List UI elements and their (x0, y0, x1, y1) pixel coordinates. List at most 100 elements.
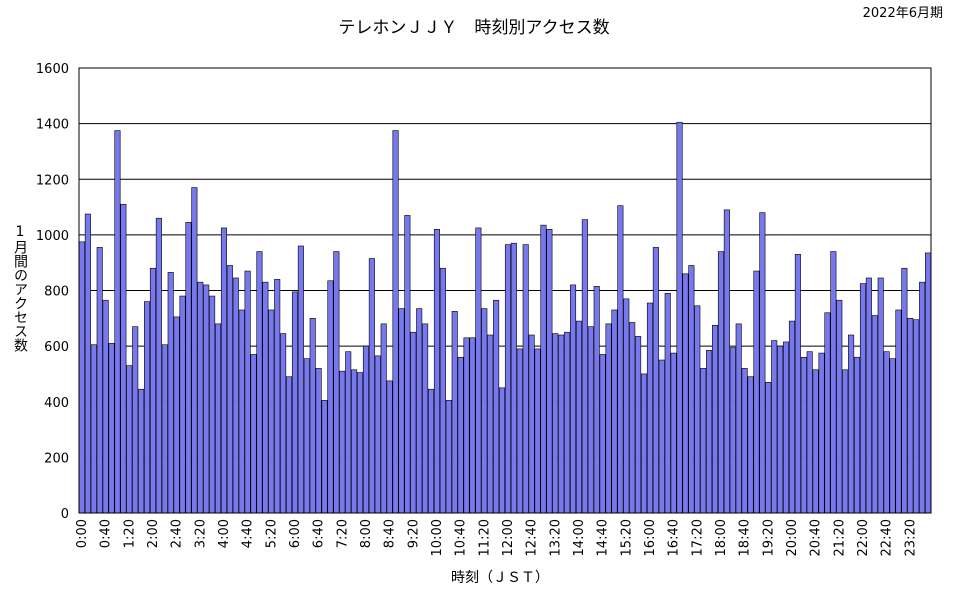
bar (771, 340, 778, 514)
period-label: 2022年6月期 (863, 6, 943, 21)
bar (297, 245, 304, 514)
bar (605, 323, 612, 514)
y-axis-ticks: 0 200 400 600 800 1000 1200 1400 1600 (36, 62, 69, 522)
bar (765, 381, 772, 514)
bar (78, 241, 85, 514)
x-tick-label: 6:40 (312, 519, 327, 548)
bar (818, 352, 825, 514)
bar (215, 323, 222, 514)
bar (138, 388, 145, 514)
x-tick-label: 22:40 (880, 519, 895, 556)
bar (457, 356, 464, 514)
y-tick-label: 1400 (36, 118, 69, 133)
y-tick-label: 200 (44, 451, 69, 466)
bar (321, 400, 328, 514)
bar (859, 283, 866, 514)
bar (635, 336, 642, 514)
x-tick-label: 23:20 (903, 519, 918, 556)
bar (510, 242, 517, 514)
bar (469, 337, 476, 514)
bar (617, 205, 624, 514)
bar (339, 370, 346, 514)
x-axis-ticks: 0:00 0:40 1:20 2:00 2:40 3:20 4:00 4:40 5:20 6:00… (75, 519, 918, 556)
bar (493, 299, 500, 514)
x-tick-label: 0:00 (75, 519, 90, 548)
x-tick-label: 4:00 (217, 519, 232, 548)
y-tick-label: 400 (44, 396, 69, 411)
x-tick-label: 17:20 (690, 519, 705, 556)
bar (404, 215, 411, 514)
bar (901, 267, 908, 514)
x-tick-label: 14:40 (596, 519, 611, 556)
x-tick-label: 22:00 (856, 519, 871, 556)
bar (919, 281, 926, 514)
x-tick-label: 20:40 (809, 519, 824, 556)
bar (280, 333, 287, 514)
bar (700, 368, 707, 514)
bar (889, 358, 896, 514)
bar (256, 251, 263, 514)
bar (759, 212, 766, 514)
x-tick-label: 14:00 (572, 519, 587, 556)
bar (848, 334, 855, 514)
bar (570, 284, 577, 514)
bar (741, 368, 748, 514)
bar (238, 309, 245, 514)
bar (132, 326, 139, 514)
bar (203, 284, 210, 514)
bar (416, 308, 423, 514)
bar (504, 244, 511, 514)
y-tick-label: 1200 (36, 173, 69, 188)
bar (593, 286, 600, 514)
bar (144, 301, 151, 514)
bar (445, 400, 452, 514)
bar (90, 344, 97, 514)
bar (652, 247, 659, 514)
bar (694, 305, 701, 514)
bar (836, 299, 843, 514)
bar (641, 373, 648, 514)
bar (670, 352, 677, 514)
chart-title: テレホンＪＪＹ 時刻別アクセス数 (338, 18, 609, 38)
bar (599, 354, 606, 514)
bar (712, 324, 719, 514)
bar (646, 302, 653, 514)
bar (629, 322, 636, 514)
bar (682, 273, 689, 514)
x-tick-label: 5:20 (264, 519, 279, 548)
bar (191, 187, 198, 514)
bar (173, 316, 180, 514)
bar (871, 315, 878, 514)
bar (800, 356, 807, 514)
bar (274, 279, 281, 514)
bar (812, 369, 819, 514)
bar (788, 320, 795, 514)
x-tick-label: 8:40 (383, 519, 398, 548)
bar (540, 224, 547, 514)
x-tick-label: 6:00 (288, 519, 303, 548)
bar (552, 333, 559, 514)
bar (564, 331, 571, 514)
bar (250, 354, 257, 514)
y-tick-label: 800 (44, 285, 69, 300)
bar (611, 309, 618, 514)
bar (558, 334, 565, 514)
bar (587, 326, 594, 514)
x-tick-label: 9:20 (406, 519, 421, 548)
bar (374, 355, 381, 514)
bar (232, 277, 239, 514)
y-tick-label: 1000 (36, 229, 69, 244)
bar (333, 251, 340, 514)
bar (706, 349, 713, 514)
x-tick-label: 1:20 (122, 519, 137, 548)
bar (220, 227, 227, 514)
x-tick-label: 18:40 (738, 519, 753, 556)
y-tick-label: 0 (61, 507, 69, 522)
x-tick-label: 8:00 (359, 519, 374, 548)
bar (357, 372, 364, 514)
x-tick-label: 4:40 (241, 519, 256, 548)
bar (487, 334, 494, 514)
bar (96, 247, 103, 514)
x-tick-label: 0:40 (99, 519, 114, 548)
